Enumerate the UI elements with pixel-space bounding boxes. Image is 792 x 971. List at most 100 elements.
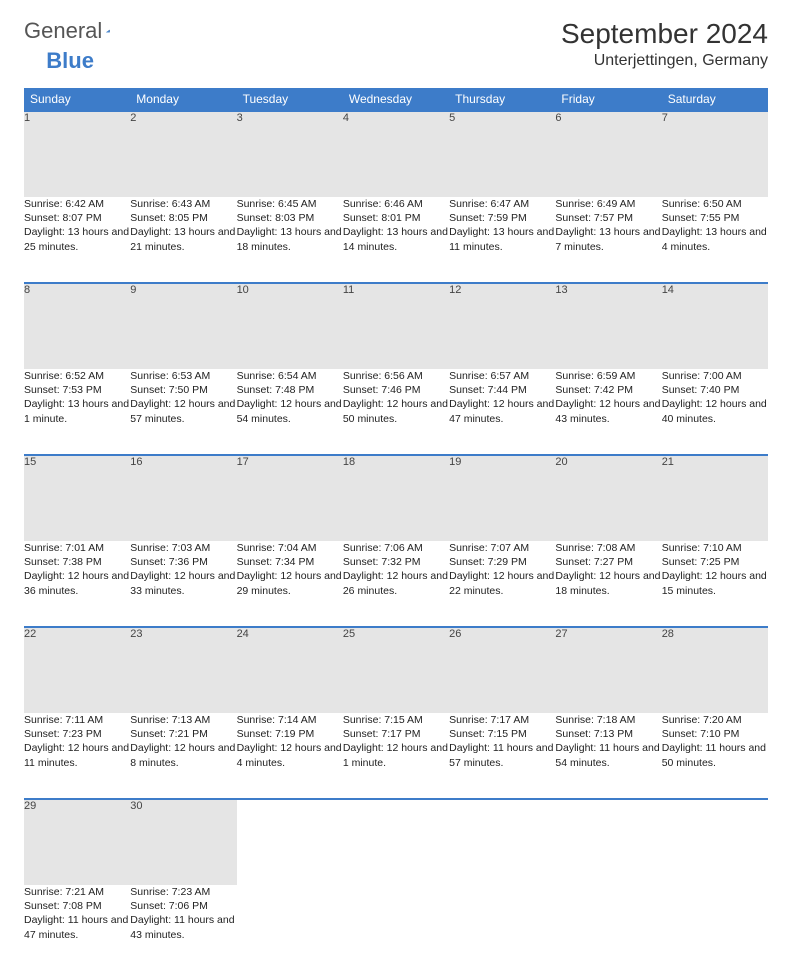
daylight-text: Daylight: 12 hours and 22 minutes. xyxy=(449,569,555,597)
day-number-cell: 22 xyxy=(24,627,130,713)
sunset-text: Sunset: 7:17 PM xyxy=(343,727,449,741)
sunrise-text: Sunrise: 6:43 AM xyxy=(130,197,236,211)
sunset-text: Sunset: 8:01 PM xyxy=(343,211,449,225)
sunrise-text: Sunrise: 6:59 AM xyxy=(555,369,661,383)
daylight-text: Daylight: 12 hours and 8 minutes. xyxy=(130,741,236,769)
daylight-text: Daylight: 12 hours and 47 minutes. xyxy=(449,397,555,425)
sunset-text: Sunset: 7:48 PM xyxy=(237,383,343,397)
day-number-cell: 29 xyxy=(24,799,130,885)
day-number-cell: 23 xyxy=(130,627,236,713)
day-content-cell: Sunrise: 6:43 AMSunset: 8:05 PMDaylight:… xyxy=(130,197,236,283)
day-number-cell: 8 xyxy=(24,283,130,369)
sunrise-text: Sunrise: 6:54 AM xyxy=(237,369,343,383)
day-number-cell: 30 xyxy=(130,799,236,885)
sunset-text: Sunset: 7:40 PM xyxy=(662,383,768,397)
weekday-header: Wednesday xyxy=(343,88,449,111)
empty-cell xyxy=(449,799,555,885)
empty-cell xyxy=(449,885,555,971)
sunrise-text: Sunrise: 7:04 AM xyxy=(237,541,343,555)
day-content-cell: Sunrise: 6:49 AMSunset: 7:57 PMDaylight:… xyxy=(555,197,661,283)
day-content-cell: Sunrise: 6:54 AMSunset: 7:48 PMDaylight:… xyxy=(237,369,343,455)
weekday-header: Sunday xyxy=(24,88,130,111)
daylight-text: Daylight: 12 hours and 57 minutes. xyxy=(130,397,236,425)
empty-cell xyxy=(237,885,343,971)
day-content-cell: Sunrise: 6:53 AMSunset: 7:50 PMDaylight:… xyxy=(130,369,236,455)
sunset-text: Sunset: 7:23 PM xyxy=(24,727,130,741)
sunset-text: Sunset: 7:50 PM xyxy=(130,383,236,397)
sunrise-text: Sunrise: 7:03 AM xyxy=(130,541,236,555)
brand-logo: General xyxy=(24,18,130,44)
sunset-text: Sunset: 7:27 PM xyxy=(555,555,661,569)
day-content-cell: Sunrise: 7:11 AMSunset: 7:23 PMDaylight:… xyxy=(24,713,130,799)
sunset-text: Sunset: 7:19 PM xyxy=(237,727,343,741)
day-content-cell: Sunrise: 6:50 AMSunset: 7:55 PMDaylight:… xyxy=(662,197,768,283)
day-number-cell: 6 xyxy=(555,111,661,197)
day-content-cell: Sunrise: 6:57 AMSunset: 7:44 PMDaylight:… xyxy=(449,369,555,455)
day-content-row: Sunrise: 7:11 AMSunset: 7:23 PMDaylight:… xyxy=(24,713,768,799)
sunset-text: Sunset: 7:13 PM xyxy=(555,727,661,741)
sunrise-text: Sunrise: 7:18 AM xyxy=(555,713,661,727)
sunset-text: Sunset: 7:32 PM xyxy=(343,555,449,569)
sunrise-text: Sunrise: 7:00 AM xyxy=(662,369,768,383)
sunrise-text: Sunrise: 6:49 AM xyxy=(555,197,661,211)
sunrise-text: Sunrise: 7:08 AM xyxy=(555,541,661,555)
day-number-row: 891011121314 xyxy=(24,283,768,369)
sunrise-text: Sunrise: 7:20 AM xyxy=(662,713,768,727)
empty-cell xyxy=(343,885,449,971)
sunset-text: Sunset: 7:53 PM xyxy=(24,383,130,397)
day-content-cell: Sunrise: 7:17 AMSunset: 7:15 PMDaylight:… xyxy=(449,713,555,799)
day-number-cell: 19 xyxy=(449,455,555,541)
empty-cell xyxy=(237,799,343,885)
day-content-cell: Sunrise: 7:13 AMSunset: 7:21 PMDaylight:… xyxy=(130,713,236,799)
daylight-text: Daylight: 12 hours and 50 minutes. xyxy=(343,397,449,425)
day-content-cell: Sunrise: 7:06 AMSunset: 7:32 PMDaylight:… xyxy=(343,541,449,627)
empty-cell xyxy=(555,885,661,971)
day-number-cell: 18 xyxy=(343,455,449,541)
sunset-text: Sunset: 7:46 PM xyxy=(343,383,449,397)
day-number-cell: 25 xyxy=(343,627,449,713)
day-content-cell: Sunrise: 6:42 AMSunset: 8:07 PMDaylight:… xyxy=(24,197,130,283)
day-number-cell: 3 xyxy=(237,111,343,197)
day-number-row: 15161718192021 xyxy=(24,455,768,541)
day-content-row: Sunrise: 7:21 AMSunset: 7:08 PMDaylight:… xyxy=(24,885,768,971)
day-number-cell: 21 xyxy=(662,455,768,541)
day-content-cell: Sunrise: 7:04 AMSunset: 7:34 PMDaylight:… xyxy=(237,541,343,627)
sunrise-text: Sunrise: 7:06 AM xyxy=(343,541,449,555)
location-subtitle: Unterjettingen, Germany xyxy=(561,52,768,70)
empty-cell xyxy=(662,799,768,885)
sunset-text: Sunset: 7:59 PM xyxy=(449,211,555,225)
day-number-cell: 27 xyxy=(555,627,661,713)
day-content-cell: Sunrise: 7:10 AMSunset: 7:25 PMDaylight:… xyxy=(662,541,768,627)
weekday-header: Tuesday xyxy=(237,88,343,111)
sunset-text: Sunset: 7:15 PM xyxy=(449,727,555,741)
day-number-cell: 14 xyxy=(662,283,768,369)
day-content-cell: Sunrise: 7:21 AMSunset: 7:08 PMDaylight:… xyxy=(24,885,130,971)
daylight-text: Daylight: 12 hours and 4 minutes. xyxy=(237,741,343,769)
sunset-text: Sunset: 7:10 PM xyxy=(662,727,768,741)
day-number-cell: 20 xyxy=(555,455,661,541)
daylight-text: Daylight: 13 hours and 14 minutes. xyxy=(343,225,449,253)
sunrise-text: Sunrise: 6:57 AM xyxy=(449,369,555,383)
daylight-text: Daylight: 13 hours and 21 minutes. xyxy=(130,225,236,253)
weekday-header-row: Sunday Monday Tuesday Wednesday Thursday… xyxy=(24,88,768,111)
sunset-text: Sunset: 7:38 PM xyxy=(24,555,130,569)
sunrise-text: Sunrise: 7:17 AM xyxy=(449,713,555,727)
day-number-row: 22232425262728 xyxy=(24,627,768,713)
day-number-cell: 16 xyxy=(130,455,236,541)
brand-part1: General xyxy=(24,18,102,44)
daylight-text: Daylight: 12 hours and 36 minutes. xyxy=(24,569,130,597)
month-title: September 2024 xyxy=(561,18,768,50)
day-number-row: 1234567 xyxy=(24,111,768,197)
daylight-text: Daylight: 12 hours and 33 minutes. xyxy=(130,569,236,597)
daylight-text: Daylight: 12 hours and 40 minutes. xyxy=(662,397,768,425)
sunset-text: Sunset: 7:44 PM xyxy=(449,383,555,397)
daylight-text: Daylight: 12 hours and 18 minutes. xyxy=(555,569,661,597)
title-block: September 2024 Unterjettingen, Germany xyxy=(561,18,768,70)
day-content-row: Sunrise: 7:01 AMSunset: 7:38 PMDaylight:… xyxy=(24,541,768,627)
sunset-text: Sunset: 8:05 PM xyxy=(130,211,236,225)
day-number-cell: 17 xyxy=(237,455,343,541)
day-content-cell: Sunrise: 6:59 AMSunset: 7:42 PMDaylight:… xyxy=(555,369,661,455)
day-content-cell: Sunrise: 7:14 AMSunset: 7:19 PMDaylight:… xyxy=(237,713,343,799)
daylight-text: Daylight: 11 hours and 50 minutes. xyxy=(662,741,768,769)
daylight-text: Daylight: 12 hours and 11 minutes. xyxy=(24,741,130,769)
